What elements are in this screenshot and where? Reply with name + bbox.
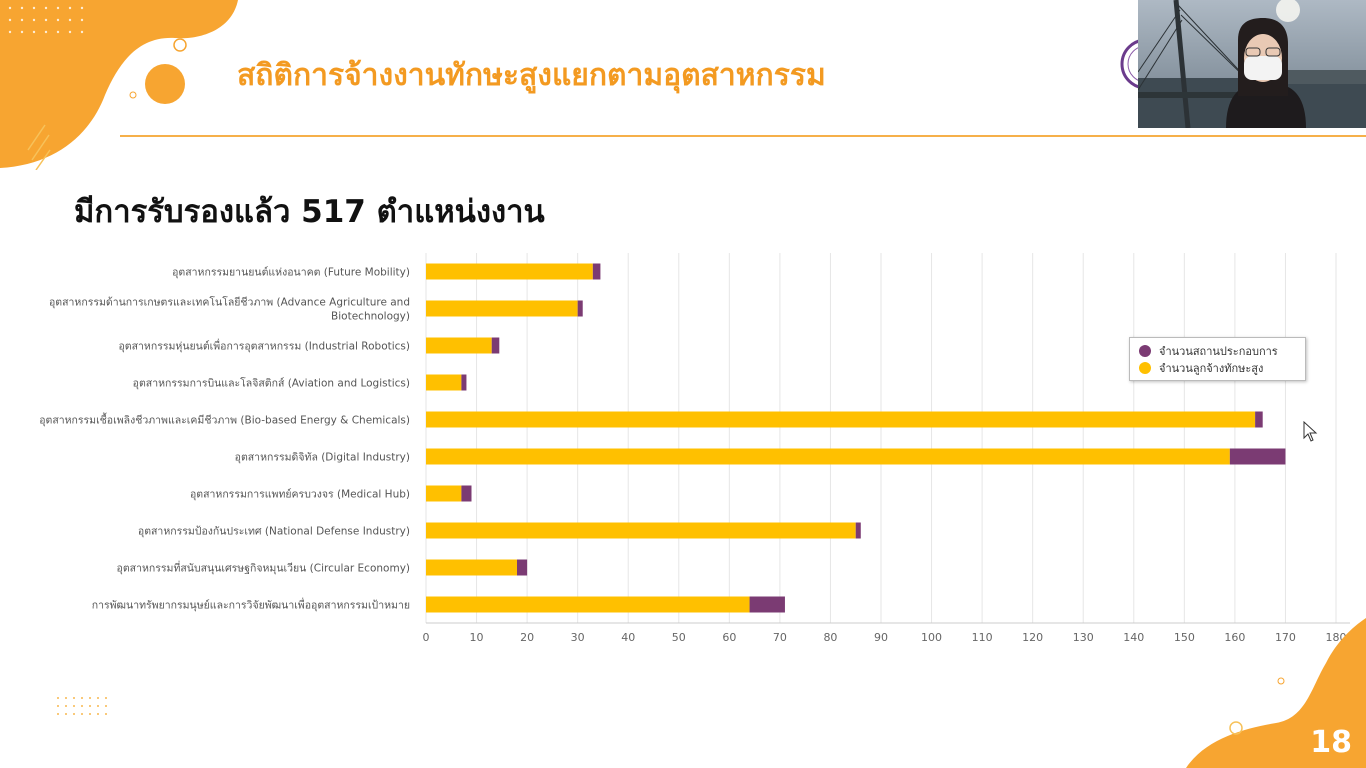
legend-swatch-companies [1139, 345, 1151, 357]
legend-label-companies: จำนวนสถานประกอบการ [1159, 345, 1278, 358]
bar-companies-8 [517, 559, 528, 576]
bar-companies-5 [1229, 448, 1286, 465]
y-category-label-line: อุตสาหกรรมด้านการเกษตรและเทคโนโลยีชีวภาพ… [49, 296, 410, 309]
bar-employees-6 [426, 485, 462, 502]
chart-legend: จำนวนสถานประกอบการ จำนวนลูกจ้างทักษะสูง [1129, 337, 1306, 381]
legend-swatch-employees [1139, 362, 1151, 374]
bar-employees-4 [426, 411, 1256, 428]
x-tick-label: 100 [921, 631, 942, 644]
legend-item-companies: จำนวนสถานประกอบการ [1139, 344, 1278, 358]
decorative-orange-blob-top-left [0, 0, 238, 170]
webcam-video-feed [1138, 0, 1366, 128]
y-category-label: อุตสาหกรรมการบินและโลจิสติกส์ (Aviation … [133, 377, 410, 390]
bar-employees-7 [426, 522, 856, 539]
x-tick-label: 90 [874, 631, 888, 644]
x-tick-label: 40 [621, 631, 635, 644]
y-category-label-line: Biotechnology) [331, 311, 410, 323]
x-tick-label: 170 [1275, 631, 1296, 644]
x-tick-label: 130 [1073, 631, 1094, 644]
slide-title: สถิติการจ้างงานทักษะสูงแยกตามอุตสาหกรรม [237, 58, 826, 93]
y-category-label-line: อุตสาหกรรมหุ่นยนต์เพื่อการอุตสาหกรรม (In… [118, 339, 410, 353]
y-category-label: การพัฒนาทรัพยากรมนุษย์และการวิจัยพัฒนาเพ… [92, 598, 410, 612]
y-category-label-line: อุตสาหกรรมการแพทย์ครบวงจร (Medical Hub) [190, 488, 410, 501]
bar-companies-6 [461, 485, 472, 502]
bar-companies-2 [491, 337, 500, 354]
y-category-label: อุตสาหกรรมเชื้อเพลิงชีวภาพและเคมีชีวภาพ … [39, 413, 410, 427]
slide-subtitle: มีการรับรองแล้ว 517 ตำแหน่งงาน [74, 194, 545, 230]
bar-employees-3 [426, 374, 462, 391]
x-tick-label: 10 [470, 631, 484, 644]
y-category-label-line: อุตสาหกรรมดิจิทัล (Digital Industry) [235, 452, 410, 464]
y-category-label-line: อุตสาหกรรมการบินและโลจิสติกส์ (Aviation … [133, 377, 410, 390]
bar-employees-1 [426, 300, 578, 317]
x-tick-label: 0 [423, 631, 430, 644]
x-tick-label: 70 [773, 631, 787, 644]
x-tick-label: 20 [520, 631, 534, 644]
x-tick-label: 110 [972, 631, 993, 644]
x-tick-label: 120 [1022, 631, 1043, 644]
y-category-label-line: อุตสาหกรรมยานยนต์แห่งอนาคต (Future Mobil… [172, 266, 410, 279]
bar-employees-9 [426, 596, 750, 613]
y-category-label: อุตสาหกรรมการแพทย์ครบวงจร (Medical Hub) [190, 488, 410, 501]
y-category-label: อุตสาหกรรมป้องกันประเทศ (National Defens… [138, 526, 410, 538]
bar-employees-0 [426, 263, 593, 280]
x-tick-label: 140 [1123, 631, 1144, 644]
decorative-orange-blob-bottom-right [1186, 618, 1366, 768]
bar-employees-5 [426, 448, 1230, 465]
chart-container: 0 10 20 30 40 50 60 70 80 90 100 110 120 130 140 150 160… [0, 245, 1366, 655]
y-category-label: อุตสาหกรรมดิจิทัล (Digital Industry) [235, 452, 410, 464]
bar-companies-7 [855, 522, 861, 539]
bar-companies-9 [749, 596, 785, 613]
bar-companies-1 [577, 300, 583, 317]
y-category-label-line: อุตสาหกรรมเชื้อเพลิงชีวภาพและเคมีชีวภาพ … [39, 413, 410, 427]
y-category-label: อุตสาหกรรมยานยนต์แห่งอนาคต (Future Mobil… [172, 266, 410, 279]
x-tick-label: 60 [722, 631, 736, 644]
y-category-label: อุตสาหกรรมด้านการเกษตรและเทคโนโลยีชีวภาพ… [49, 296, 410, 323]
y-category-label-line: อุตสาหกรรมที่สนับสนุนเศรษฐกิจหมุนเวียน (… [117, 561, 410, 575]
title-divider [120, 135, 1366, 137]
bar-employees-8 [426, 559, 517, 576]
legend-label-employees: จำนวนลูกจ้างทักษะสูง [1159, 362, 1264, 375]
bar-companies-3 [461, 374, 467, 391]
y-category-label: อุตสาหกรรมที่สนับสนุนเศรษฐกิจหมุนเวียน (… [117, 561, 410, 575]
page-number: 18 [1310, 725, 1352, 760]
legend-item-employees: จำนวนลูกจ้างทักษะสูง [1139, 361, 1263, 375]
stacked-bar-chart: 0 10 20 30 40 50 60 70 80 90 100 110 120 130 140 150 160… [39, 253, 1350, 644]
x-tick-label: 50 [672, 631, 686, 644]
bar-companies-0 [592, 263, 601, 280]
mouse-cursor-icon [1303, 421, 1318, 442]
x-tick-label: 30 [571, 631, 585, 644]
bar-companies-4 [1255, 411, 1263, 428]
bar-employees-2 [426, 337, 492, 354]
y-category-label-line: อุตสาหกรรมป้องกันประเทศ (National Defens… [138, 526, 410, 538]
decorative-dot-grid [57, 697, 107, 715]
x-tick-label: 80 [823, 631, 837, 644]
y-category-label: อุตสาหกรรมหุ่นยนต์เพื่อการอุตสาหกรรม (In… [118, 339, 410, 353]
y-category-label-line: การพัฒนาทรัพยากรมนุษย์และการวิจัยพัฒนาเพ… [92, 598, 410, 612]
x-tick-label: 150 [1174, 631, 1195, 644]
x-tick-label: 160 [1224, 631, 1245, 644]
